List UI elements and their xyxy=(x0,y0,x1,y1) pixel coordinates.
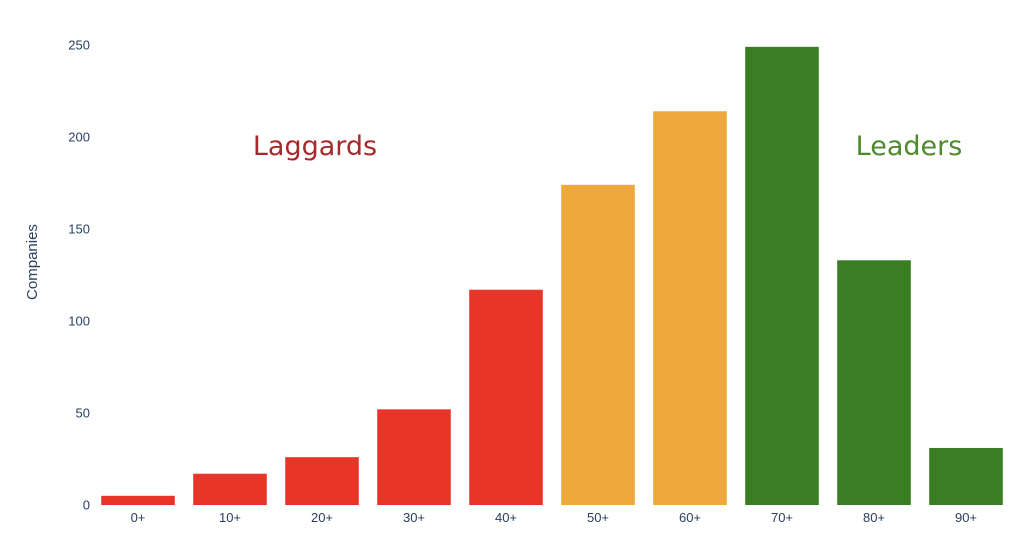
bar-70-plus xyxy=(745,46,819,506)
bar-40-plus xyxy=(469,289,543,505)
y-tick-label: 0 xyxy=(83,498,90,513)
x-tick-label: 20+ xyxy=(311,510,333,525)
y-axis-title: Companies xyxy=(24,224,41,300)
y-tick-label: 200 xyxy=(68,130,90,145)
x-tick-label: 10+ xyxy=(219,510,241,525)
x-tick-label: 70+ xyxy=(771,510,793,525)
x-tick-label: 60+ xyxy=(679,510,701,525)
bar-30-plus xyxy=(377,409,451,505)
x-tick-label: 40+ xyxy=(495,510,517,525)
bar-60-plus xyxy=(653,111,727,506)
x-tick-label: 90+ xyxy=(955,510,977,525)
y-tick-label: 250 xyxy=(68,38,90,53)
bar-series xyxy=(101,46,1003,506)
laggards-annotation: Laggards xyxy=(253,131,377,162)
bar-0-plus xyxy=(101,495,175,505)
leaders-annotation: Leaders xyxy=(856,131,963,162)
x-tick-label: 80+ xyxy=(863,510,885,525)
bar-80-plus xyxy=(837,260,911,505)
bar-20-plus xyxy=(285,457,359,505)
bar-90-plus xyxy=(929,447,1003,505)
bar-50-plus xyxy=(561,184,635,505)
bar-10-plus xyxy=(193,473,267,505)
y-tick-label: 150 xyxy=(68,222,90,237)
y-axis: 0 50 100 150 200 250 xyxy=(68,38,90,513)
y-tick-label: 100 xyxy=(68,314,90,329)
x-tick-label: 30+ xyxy=(403,510,425,525)
x-tick-label: 50+ xyxy=(587,510,609,525)
x-tick-label: 0+ xyxy=(131,510,146,525)
y-tick-label: 50 xyxy=(76,406,90,421)
x-axis: 0+ 10+ 20+ 30+ 40+ 50+ 60+ 70+ 80+ 90+ xyxy=(131,510,977,525)
